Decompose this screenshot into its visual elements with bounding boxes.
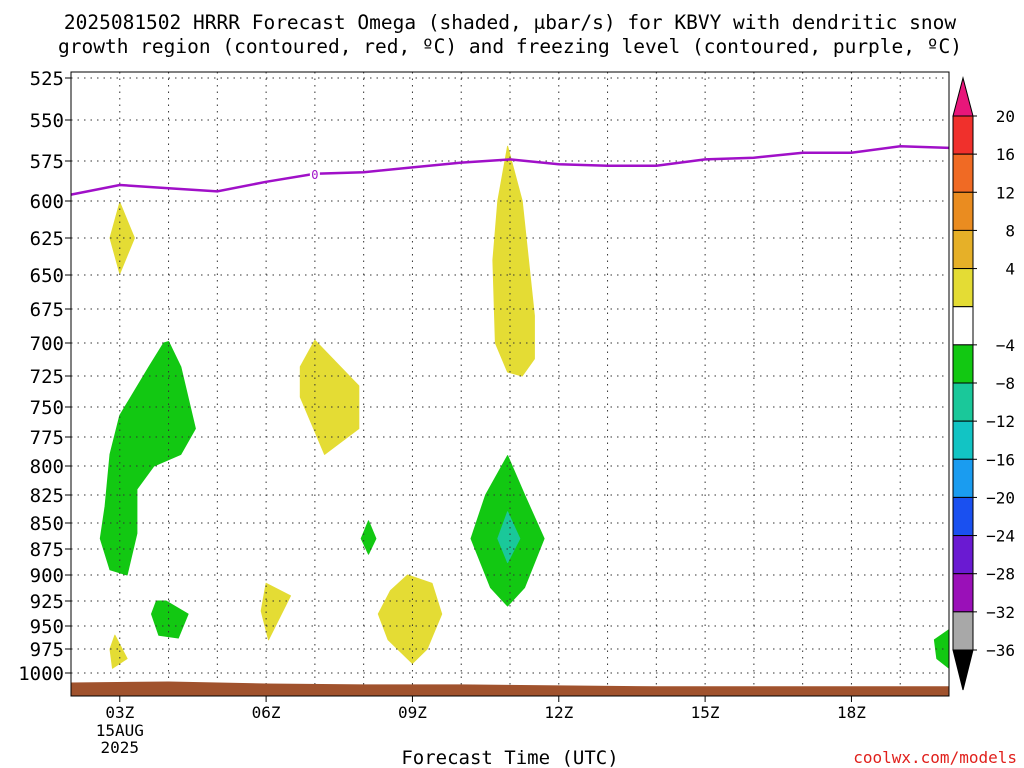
colorbar-swatch <box>952 611 974 651</box>
colorbar-swatch <box>952 458 974 498</box>
freezing-level-label-bg <box>309 167 320 180</box>
y-tick-label: 800 <box>30 456 64 478</box>
colorbar-label: −36 <box>986 641 1015 660</box>
y-tick-label: 925 <box>30 591 64 613</box>
colorbar-label: 20 <box>996 107 1015 126</box>
credit-link[interactable]: coolwx.com/models <box>853 748 1017 767</box>
chart-title-line-1: 2025081502 HRRR Forecast Omega (shaded, … <box>64 11 956 34</box>
y-tick-label: 600 <box>30 191 64 213</box>
colorbar-swatch <box>952 382 974 422</box>
colorbar-label: −8 <box>996 374 1015 393</box>
y-tick-label: 550 <box>30 110 64 132</box>
x-tick-label: 03Z <box>105 703 134 722</box>
y-tick-label: 625 <box>30 228 64 250</box>
y-tick-label: 875 <box>30 539 64 561</box>
y-axis: 525 550 575 600 625 650 675 700 725 750 775 800 825 8… <box>18 68 71 685</box>
freezing-level-line <box>70 144 950 196</box>
y-tick-label: 700 <box>30 333 64 355</box>
colorbar-swatch <box>952 306 974 346</box>
x-tick-date-label: 15AUG <box>96 721 144 740</box>
colorbar-label: −12 <box>986 412 1015 431</box>
freezing-level-layer: 0 <box>70 144 950 196</box>
colorbar-label: 4 <box>1005 260 1015 279</box>
omega-positive-region <box>260 582 291 641</box>
y-tick-label: 750 <box>30 397 64 419</box>
y-tick-label: 975 <box>30 639 64 661</box>
colorbar-swatch <box>952 535 974 575</box>
y-tick-label: 825 <box>30 485 64 507</box>
colorbar-label: 12 <box>996 183 1015 202</box>
x-tick-label: 09Z <box>398 703 427 722</box>
colorbar-label: −28 <box>986 565 1015 584</box>
y-tick-label: 575 <box>30 151 64 173</box>
x-axis-label: Forecast Time (UTC) <box>401 747 618 768</box>
colorbar-swatch <box>952 229 974 270</box>
colorbar-swatch <box>952 420 974 460</box>
colorbar-label: −16 <box>986 450 1015 469</box>
colorbar-swatch <box>952 573 974 613</box>
freezing-level-label: 0 <box>311 168 318 182</box>
y-tick-label: 525 <box>30 68 64 90</box>
colorbar-swatch <box>952 344 974 384</box>
y-tick-label: 850 <box>30 513 64 535</box>
y-tick-label: 1000 <box>18 663 64 685</box>
colorbar-label: −4 <box>996 336 1015 355</box>
chart-title-line-2: growth region (contoured, red, ºC) and f… <box>58 35 962 58</box>
omega-positive-region <box>492 145 535 377</box>
terrain-layer <box>71 681 949 696</box>
omega-positive-region <box>299 339 360 455</box>
colorbar-extension-top <box>952 76 974 117</box>
x-tick-label: 06Z <box>252 703 281 722</box>
y-tick-label: 950 <box>30 616 64 638</box>
omega-negative-region <box>360 520 377 555</box>
colorbar: 20 16 12 8 4 −4 −8 −12 −16 −20 −24 −28 −32 −36 <box>952 76 1015 691</box>
y-tick-label: 675 <box>30 299 64 321</box>
colorbar-swatch <box>952 496 974 537</box>
y-tick-label: 775 <box>30 427 64 449</box>
colorbar-swatch <box>952 268 974 308</box>
colorbar-swatch <box>952 115 974 155</box>
x-tick-label: 15Z <box>691 703 720 722</box>
y-tick-label: 650 <box>30 265 64 287</box>
colorbar-label: −20 <box>986 488 1015 507</box>
terrain-fill <box>71 681 949 696</box>
colorbar-label: 8 <box>1005 221 1015 240</box>
y-tick-label: 725 <box>30 366 64 388</box>
colorbar-swatch <box>952 191 974 231</box>
x-tick-label: 18Z <box>837 703 866 722</box>
plot-frame <box>70 71 950 697</box>
omega-negative-region <box>99 341 196 576</box>
colorbar-label: 16 <box>996 145 1015 164</box>
colorbar-label: −32 <box>986 603 1015 622</box>
colorbar-label: −24 <box>986 527 1015 546</box>
omega-positive-region <box>377 574 443 664</box>
y-tick-label: 900 <box>30 565 64 587</box>
omega-positive-region <box>109 634 128 669</box>
x-tick-date-label: 2025 <box>101 738 140 757</box>
colorbar-extension-bottom <box>952 649 974 691</box>
colorbar-swatch <box>952 153 974 193</box>
gridlines <box>71 72 950 696</box>
x-tick-label: 12Z <box>544 703 573 722</box>
omega-negative-region <box>497 511 521 563</box>
